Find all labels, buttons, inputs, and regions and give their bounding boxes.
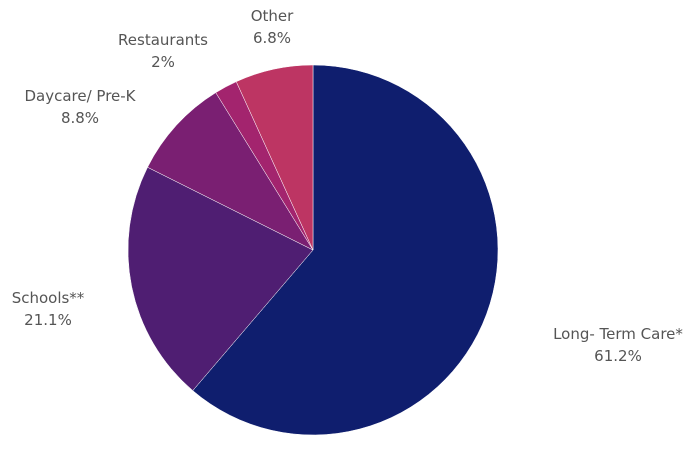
slice-label-name-0: Long- Term Care* bbox=[553, 325, 683, 343]
slice-label-value-1: 21.1% bbox=[24, 311, 72, 329]
pie-slice-1 bbox=[127, 166, 314, 391]
slice-label-value-4: 6.8% bbox=[253, 29, 291, 47]
slice-label-value-0: 61.2% bbox=[594, 347, 642, 365]
slice-label-name-1: Schools** bbox=[12, 289, 85, 307]
slice-label-value-3: 2% bbox=[151, 53, 175, 71]
slice-label-value-2: 8.8% bbox=[61, 109, 99, 127]
slice-label-name-3: Restaurants bbox=[118, 31, 208, 49]
pie-slice-0 bbox=[192, 64, 499, 436]
pie-slice-2 bbox=[147, 92, 314, 251]
pie-slice-4 bbox=[235, 64, 314, 251]
slice-label-name-2: Daycare/ Pre-K bbox=[24, 87, 136, 105]
slice-label-name-4: Other bbox=[251, 7, 294, 25]
